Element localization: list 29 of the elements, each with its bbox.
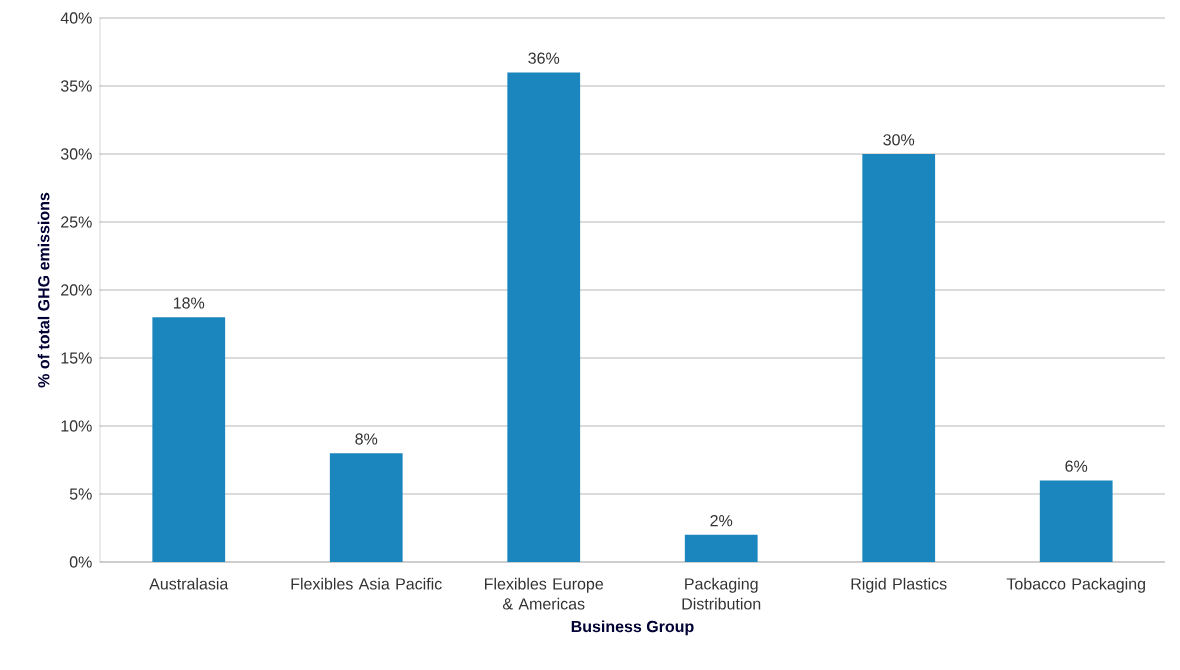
bar: [684, 534, 758, 562]
data-label: 18%: [173, 297, 205, 309]
y-tick-label: 35%: [60, 80, 92, 92]
x-tick-label: Rigid Plastics: [851, 577, 947, 593]
data-label: 6%: [1065, 460, 1088, 472]
y-axis-title: % of total GHG emissions: [37, 192, 50, 388]
bar: [1039, 480, 1113, 562]
data-label: 2%: [710, 515, 733, 527]
bar: [507, 72, 581, 562]
x-tick-label: Flexibles Europe & Americas: [485, 577, 604, 610]
data-label: 36%: [528, 52, 560, 64]
y-tick-label: 0%: [69, 556, 92, 568]
x-tick-label: Tobacco Packaging: [1006, 577, 1145, 593]
data-label: 8%: [355, 433, 378, 445]
x-tick-label: Packaging Distribution: [682, 577, 761, 610]
y-tick-label: 25%: [61, 216, 92, 228]
data-label: 30%: [883, 134, 915, 146]
y-tick-label: 5%: [69, 488, 92, 500]
bar: [862, 154, 936, 562]
x-tick-label: Flexibles Asia Pacific: [291, 577, 442, 590]
y-tick-label: 30%: [60, 148, 92, 160]
y-tick-label: 15%: [61, 352, 92, 364]
y-tick-label: 40%: [60, 12, 92, 24]
x-tick-label: Australasia: [149, 577, 229, 590]
x-axis-title: Business Group: [571, 620, 694, 636]
y-tick-label: 10%: [61, 420, 92, 432]
y-tick-label: 20%: [61, 284, 92, 296]
bar: [152, 317, 226, 562]
bar: [329, 453, 403, 562]
